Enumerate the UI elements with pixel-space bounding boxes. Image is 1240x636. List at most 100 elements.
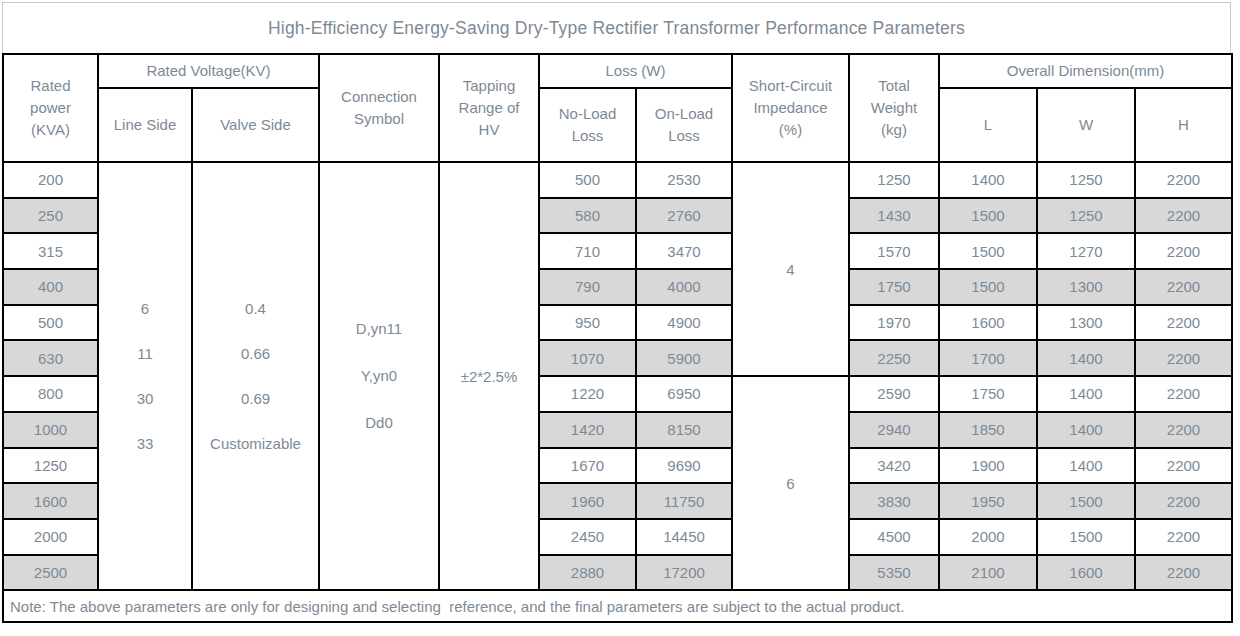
cell-on-load-loss: 11750 [636,483,732,519]
cell-dimension-l: 1750 [939,376,1037,412]
connection-symbol-values: D,yn11 Y,yn0 Dd0 [328,320,430,432]
cell-dimension-w: 1270 [1037,233,1135,269]
cell-impedance-group-1: 4 [732,162,849,376]
cell-dimension-w: 1300 [1037,269,1135,305]
page-title: High-Efficiency Energy-Saving Dry-Type R… [2,2,1231,53]
header-connection-symbol: Connection Symbol [319,54,439,162]
cell-dimension-h: 2200 [1135,305,1232,341]
note-text: Note: The above parameters are only for … [3,590,1232,622]
cell-on-load-loss: 5900 [636,340,732,376]
line-side-value: 33 [137,435,154,453]
cell-total-weight: 2590 [849,376,939,412]
cell-total-weight: 1570 [849,233,939,269]
cell-on-load-loss: 4000 [636,269,732,305]
cell-dimension-l: 2000 [939,519,1037,555]
header-dimension-l: L [939,88,1037,162]
cell-no-load-loss: 1960 [539,483,636,519]
cell-dimension-h: 2200 [1135,198,1232,234]
cell-dimension-w: 1600 [1037,555,1135,591]
cell-dimension-w: 1500 [1037,519,1135,555]
cell-dimension-h: 2200 [1135,376,1232,412]
cell-rated-power: 500 [3,305,98,341]
cell-on-load-loss: 8150 [636,412,732,448]
header-loss: Loss (W) [539,54,732,88]
cell-rated-power: 1250 [3,448,98,484]
cell-dimension-h: 2200 [1135,233,1232,269]
cell-on-load-loss: 17200 [636,555,732,591]
cell-dimension-w: 1400 [1037,376,1135,412]
cell-dimension-l: 1950 [939,483,1037,519]
line-side-value: 6 [141,300,149,318]
cell-dimension-w: 1400 [1037,340,1135,376]
spec-sheet-page: High-Efficiency Energy-Saving Dry-Type R… [0,0,1240,636]
cell-dimension-w: 1500 [1037,483,1135,519]
cell-on-load-loss: 4900 [636,305,732,341]
cell-dimension-h: 2200 [1135,340,1232,376]
header-rated-power: Rated power (KVA) [3,54,98,162]
cell-total-weight: 1970 [849,305,939,341]
cell-no-load-loss: 580 [539,198,636,234]
header-overall-dimension: Overall Dimension(mm) [939,54,1232,88]
cell-total-weight: 2250 [849,340,939,376]
cell-tapping-range-merged: ±2*2.5% [439,162,539,590]
cell-dimension-h: 2200 [1135,519,1232,555]
header-tapping-range: Tapping Range of HV [439,54,539,162]
cell-dimension-l: 1900 [939,448,1037,484]
cell-dimension-l: 1850 [939,412,1037,448]
cell-dimension-l: 1400 [939,162,1037,198]
header-dimension-h: H [1135,88,1232,162]
cell-rated-power: 250 [3,198,98,234]
cell-dimension-w: 1250 [1037,198,1135,234]
valve-side-value: 0.4 [245,300,266,318]
cell-total-weight: 5350 [849,555,939,591]
cell-rated-power: 1600 [3,483,98,519]
cell-on-load-loss: 9690 [636,448,732,484]
parameters-table: Rated power (KVA) Rated Voltage(KV) Conn… [2,53,1233,623]
header-line-side: Line Side [98,88,192,162]
cell-rated-power: 200 [3,162,98,198]
cell-dimension-h: 2200 [1135,269,1232,305]
cell-dimension-l: 1600 [939,305,1037,341]
valve-side-value: Customizable [210,435,301,453]
cell-dimension-w: 1400 [1037,412,1135,448]
cell-dimension-h: 2200 [1135,483,1232,519]
line-side-value: 11 [137,345,153,363]
cell-rated-power: 800 [3,376,98,412]
cell-total-weight: 1750 [849,269,939,305]
cell-dimension-h: 2200 [1135,555,1232,591]
table-row: 200 6 11 30 33 0.4 0.66 0.69 Customizabl… [3,162,1232,198]
cell-total-weight: 1430 [849,198,939,234]
connection-symbol-value: D,yn11 [356,320,402,338]
cell-impedance-group-2: 6 [732,376,849,590]
cell-total-weight: 3830 [849,483,939,519]
connection-symbol-value: Dd0 [365,414,393,432]
cell-no-load-loss: 710 [539,233,636,269]
cell-connection-symbol-merged: D,yn11 Y,yn0 Dd0 [319,162,439,590]
cell-dimension-l: 1700 [939,340,1037,376]
cell-total-weight: 2940 [849,412,939,448]
line-side-values: 6 11 30 33 [107,300,183,453]
cell-dimension-w: 1250 [1037,162,1135,198]
valve-side-value: 0.69 [241,390,270,408]
header-short-circuit-impedance: Short-Circuit Impedance (%) [732,54,849,162]
cell-dimension-l: 1500 [939,198,1037,234]
cell-rated-power: 2500 [3,555,98,591]
cell-rated-power: 315 [3,233,98,269]
cell-rated-power: 400 [3,269,98,305]
line-side-value: 30 [137,390,154,408]
table-body: 200 6 11 30 33 0.4 0.66 0.69 Customizabl… [3,162,1232,590]
cell-dimension-l: 1500 [939,269,1037,305]
cell-no-load-loss: 500 [539,162,636,198]
cell-on-load-loss: 2760 [636,198,732,234]
cell-dimension-h: 2200 [1135,412,1232,448]
cell-total-weight: 4500 [849,519,939,555]
cell-no-load-loss: 1220 [539,376,636,412]
cell-no-load-loss: 2880 [539,555,636,591]
cell-dimension-h: 2200 [1135,448,1232,484]
cell-rated-power: 2000 [3,519,98,555]
cell-no-load-loss: 950 [539,305,636,341]
header-dimension-w: W [1037,88,1135,162]
cell-on-load-loss: 14450 [636,519,732,555]
cell-total-weight: 3420 [849,448,939,484]
header-no-load-loss: No-Load Loss [539,88,636,162]
